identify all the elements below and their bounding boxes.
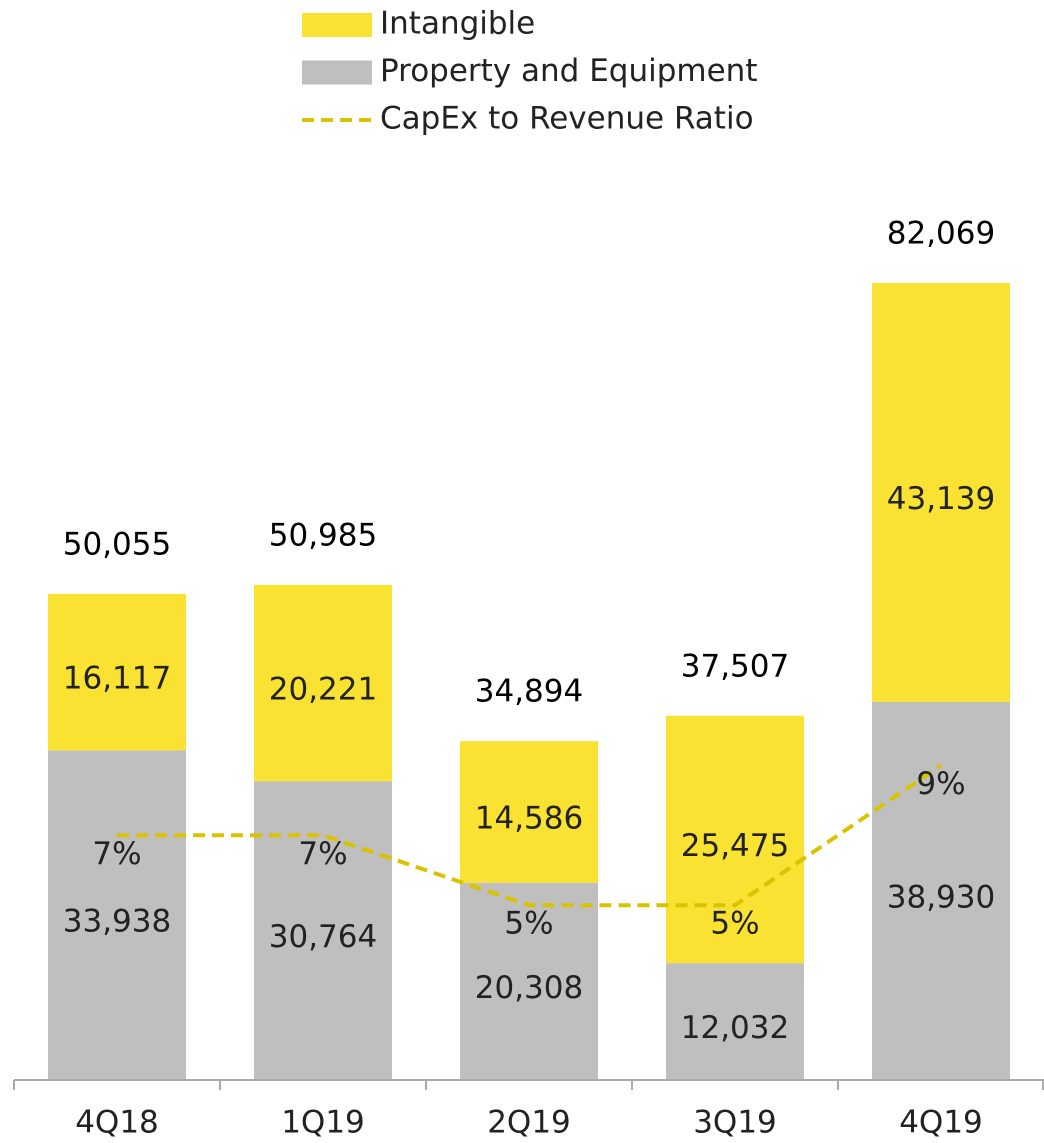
legend-label: Property and Equipment bbox=[380, 53, 757, 89]
bar-label: 12,032 bbox=[681, 1010, 789, 1046]
total-label: 50,985 bbox=[269, 517, 377, 553]
bar-label: 33,938 bbox=[63, 904, 171, 940]
legend-label: CapEx to Revenue Ratio bbox=[380, 101, 754, 137]
ratio-label: 7% bbox=[298, 836, 347, 872]
bar-segment bbox=[666, 963, 804, 1080]
legend-swatch bbox=[302, 13, 372, 37]
ratio-line bbox=[117, 763, 943, 908]
total-label: 50,055 bbox=[63, 526, 171, 562]
ratio-label: 5% bbox=[710, 906, 759, 942]
bar-segment bbox=[48, 750, 186, 1080]
bar-segment bbox=[872, 701, 1010, 1080]
bar-label: 14,586 bbox=[475, 800, 583, 836]
ratio-label: 7% bbox=[92, 836, 141, 872]
ratio-label: 5% bbox=[504, 906, 553, 942]
ratio-label: 9% bbox=[916, 766, 965, 802]
bar-segment bbox=[460, 741, 598, 883]
bar-label: 20,308 bbox=[475, 970, 583, 1006]
x-tick-label: 2Q19 bbox=[487, 1105, 571, 1141]
total-label: 82,069 bbox=[887, 216, 995, 252]
bar-segment bbox=[254, 584, 392, 782]
bar-label: 38,930 bbox=[887, 879, 995, 915]
bar-segment bbox=[460, 882, 598, 1080]
bar-label: 25,475 bbox=[681, 828, 789, 864]
bar-segment bbox=[254, 781, 392, 1080]
bar-segment bbox=[872, 283, 1010, 702]
total-label: 37,507 bbox=[681, 648, 789, 684]
bar-label: 20,221 bbox=[269, 672, 377, 708]
bar-label: 30,764 bbox=[269, 919, 377, 955]
x-tick-label: 4Q19 bbox=[899, 1105, 983, 1141]
x-tick-label: 1Q19 bbox=[281, 1105, 365, 1141]
legend-label: Intangible bbox=[380, 6, 535, 42]
legend-swatch bbox=[302, 60, 372, 85]
x-tick-label: 4Q18 bbox=[75, 1105, 159, 1141]
bar-label: 16,117 bbox=[63, 661, 171, 697]
bar-label: 43,139 bbox=[887, 481, 995, 517]
bar-segment bbox=[666, 715, 804, 964]
total-label: 34,894 bbox=[475, 674, 583, 710]
bar-segment bbox=[48, 593, 186, 751]
x-tick-label: 3Q19 bbox=[693, 1105, 777, 1141]
